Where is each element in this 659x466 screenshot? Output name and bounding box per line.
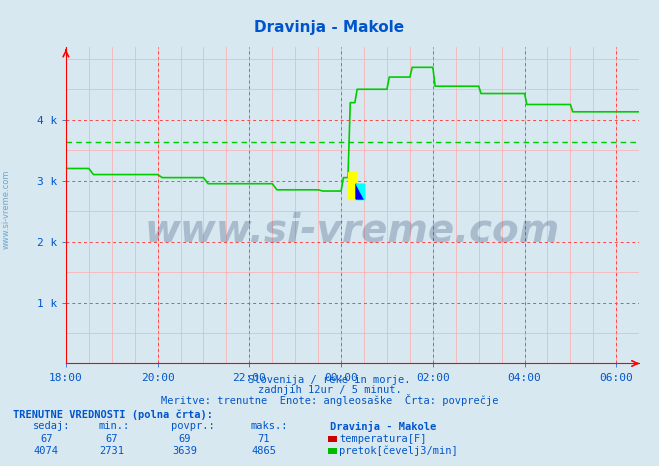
- Text: 4865: 4865: [251, 445, 276, 456]
- Text: www.si-vreme.com: www.si-vreme.com: [2, 170, 11, 249]
- Text: Meritve: trenutne  Enote: angleosaške  Črta: povprečje: Meritve: trenutne Enote: angleosaške Črt…: [161, 394, 498, 406]
- Text: 71: 71: [258, 433, 270, 444]
- Text: 67: 67: [106, 433, 118, 444]
- Text: Slovenija / reke in morje.: Slovenija / reke in morje.: [248, 375, 411, 385]
- Text: 4074: 4074: [34, 445, 59, 456]
- Text: pretok[čevelj3/min]: pretok[čevelj3/min]: [339, 445, 458, 456]
- Text: 3639: 3639: [172, 445, 197, 456]
- Text: zadnjih 12ur / 5 minut.: zadnjih 12ur / 5 minut.: [258, 385, 401, 395]
- Text: 2731: 2731: [100, 445, 125, 456]
- Polygon shape: [356, 184, 364, 199]
- Bar: [356, 184, 364, 199]
- Text: sedaj:: sedaj:: [33, 421, 71, 432]
- Text: www.si-vreme.com: www.si-vreme.com: [145, 212, 560, 249]
- Text: temperatura[F]: temperatura[F]: [339, 433, 427, 444]
- Text: Dravinja - Makole: Dravinja - Makole: [330, 421, 436, 432]
- Text: min.:: min.:: [99, 421, 130, 432]
- Polygon shape: [356, 184, 364, 199]
- Text: povpr.:: povpr.:: [171, 421, 215, 432]
- Text: maks.:: maks.:: [250, 421, 288, 432]
- Text: 67: 67: [40, 433, 52, 444]
- Text: 69: 69: [179, 433, 190, 444]
- Bar: [348, 171, 356, 199]
- Bar: [356, 184, 364, 199]
- Text: Dravinja - Makole: Dravinja - Makole: [254, 21, 405, 35]
- Text: TRENUTNE VREDNOSTI (polna črta):: TRENUTNE VREDNOSTI (polna črta):: [13, 410, 213, 420]
